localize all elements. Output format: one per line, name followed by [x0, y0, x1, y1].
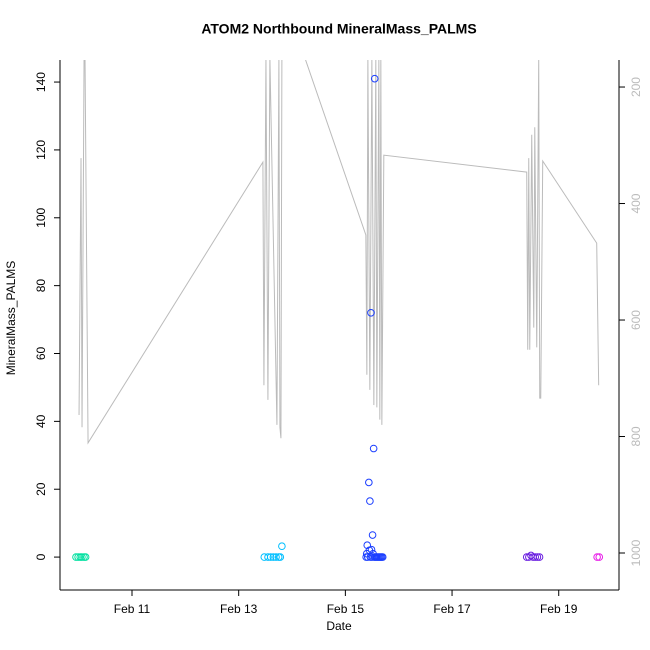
y2-tick-label: 400	[629, 193, 643, 213]
x-tick-label: Feb 19	[540, 602, 578, 616]
point	[368, 531, 377, 539]
y2-tick-label: 200	[629, 77, 643, 97]
y-tick-label: 0	[34, 553, 48, 560]
point	[531, 553, 540, 561]
chart-title: ATOM2 Northbound MineralMass_PALMS	[201, 21, 476, 37]
point	[593, 553, 601, 561]
point	[527, 551, 535, 560]
point	[378, 553, 387, 561]
y-tick-label: 100	[34, 207, 48, 227]
point	[535, 553, 544, 561]
y2-tick-label: 1000	[629, 539, 643, 566]
x-tick-label: Feb 13	[220, 602, 258, 616]
y-tick-label: 60	[34, 347, 48, 361]
point	[365, 478, 373, 487]
x-axis-label: Date	[326, 619, 352, 633]
point	[272, 553, 280, 561]
point	[74, 553, 82, 561]
point	[367, 545, 376, 554]
y-tick-label: 120	[34, 140, 48, 160]
point	[363, 541, 372, 550]
y-tick-label: 140	[34, 72, 48, 92]
line	[78, 60, 600, 445]
point	[276, 553, 285, 561]
x-tick-label: Feb 17	[433, 602, 471, 616]
point	[266, 553, 275, 561]
point	[367, 308, 375, 317]
point	[278, 542, 286, 551]
point	[366, 497, 374, 505]
point	[369, 444, 378, 453]
point	[81, 553, 90, 561]
y2-tick-label: 600	[629, 310, 643, 330]
x-tick-label: Feb 15	[327, 602, 365, 616]
x-tick-label: Feb 11	[114, 602, 151, 616]
plot-area	[72, 60, 604, 561]
y-axis-label: MineralMass_PALMS	[4, 261, 18, 375]
y-tick-label: 40	[34, 414, 48, 428]
point	[370, 74, 379, 83]
point	[72, 553, 80, 561]
point	[264, 553, 272, 561]
point	[595, 553, 604, 561]
y2-tick-label: 800	[629, 426, 643, 446]
point	[78, 553, 86, 561]
y-tick-label: 20	[34, 482, 48, 496]
y-tick-label: 80	[34, 279, 48, 293]
point	[533, 553, 542, 561]
